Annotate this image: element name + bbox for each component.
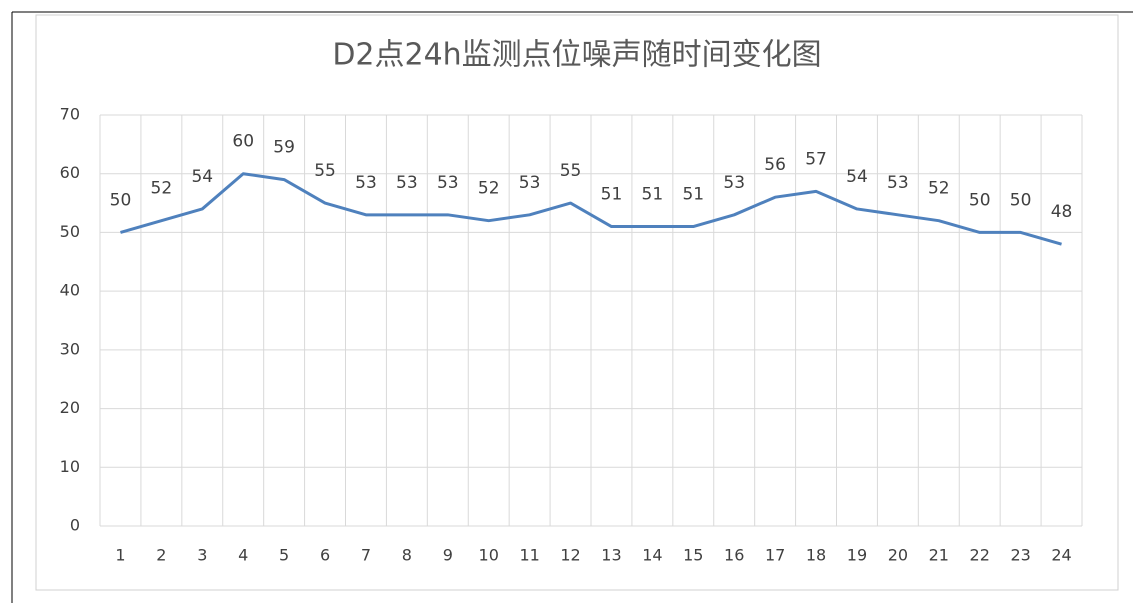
y-tick-label: 50: [60, 222, 80, 241]
chart-title: D2点24h监测点位噪声随时间变化图: [332, 38, 821, 73]
y-tick-label: 30: [60, 339, 80, 358]
y-tick-label: 10: [60, 457, 80, 476]
data-label: 60: [232, 132, 254, 152]
x-tick-label: 16: [724, 546, 744, 565]
x-tick-label: 18: [806, 546, 826, 565]
data-label: 53: [437, 173, 459, 193]
y-tick-label: 70: [60, 105, 80, 124]
data-label: 57: [805, 149, 827, 169]
data-label: 55: [560, 161, 582, 181]
data-label: 53: [519, 173, 541, 193]
data-label: 56: [764, 155, 786, 175]
x-tick-label: 11: [519, 546, 539, 565]
data-label: 52: [478, 179, 500, 199]
data-label: 53: [723, 173, 745, 193]
x-tick-label: 8: [402, 546, 412, 565]
x-tick-label: 13: [601, 546, 621, 565]
data-label: 55: [314, 161, 336, 181]
x-tick-label: 3: [197, 546, 207, 565]
data-label: 53: [887, 173, 909, 193]
x-tick-label: 12: [560, 546, 580, 565]
x-tick-label: 15: [683, 546, 703, 565]
y-tick-label: 20: [60, 398, 80, 417]
data-label: 59: [273, 138, 295, 158]
data-label: 54: [191, 167, 213, 187]
x-tick-label: 20: [888, 546, 908, 565]
y-tick-label: 0: [70, 516, 80, 535]
x-tick-label: 19: [847, 546, 867, 565]
x-tick-label: 1: [115, 546, 125, 565]
chart-border: [35, 14, 1119, 591]
data-label: 48: [1051, 202, 1073, 222]
x-tick-label: 21: [929, 546, 949, 565]
x-tick-label: 5: [279, 546, 289, 565]
data-label: 51: [601, 185, 623, 205]
x-tick-label: 4: [238, 546, 248, 565]
x-tick-label: 22: [970, 546, 990, 565]
data-label: 52: [928, 179, 950, 199]
data-label: 53: [396, 173, 418, 193]
y-tick-label: 40: [60, 281, 80, 300]
data-label: 50: [1010, 190, 1032, 210]
x-tick-label: 7: [361, 546, 371, 565]
data-label: 51: [642, 185, 664, 205]
x-tick-label: 23: [1010, 546, 1030, 565]
data-label: 52: [151, 179, 173, 199]
y-tick-label: 60: [60, 163, 80, 182]
x-tick-label: 17: [765, 546, 785, 565]
data-label: 50: [969, 190, 991, 210]
x-tick-label: 9: [443, 546, 453, 565]
line-series: [120, 172, 1062, 246]
data-label: 53: [355, 173, 377, 193]
x-tick-label: 14: [642, 546, 662, 565]
data-label: 54: [846, 167, 868, 187]
data-label: 51: [682, 185, 704, 205]
x-tick-label: 10: [479, 546, 499, 565]
x-tick-label: 6: [320, 546, 330, 565]
data-label: 50: [110, 190, 132, 210]
x-tick-label: 2: [156, 546, 166, 565]
x-tick-label: 24: [1051, 546, 1071, 565]
